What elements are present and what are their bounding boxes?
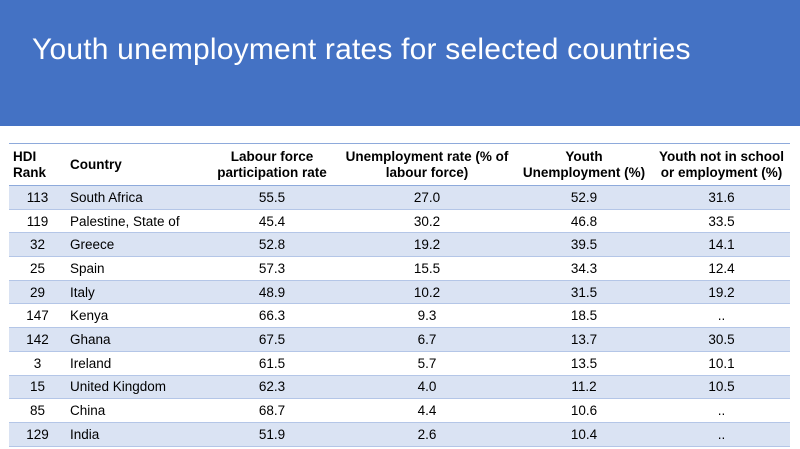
cell-hdi-rank: 15 (9, 375, 66, 400)
table-row: 32 Greece 52.8 19.2 39.5 14.1 (9, 232, 790, 258)
cell-youth-neet: 31.6 (653, 185, 790, 210)
cell-labour-force: 45.4 (205, 209, 339, 234)
table-row: 85 China 68.7 4.4 10.6.. (9, 398, 790, 423)
cell-unemployment-rate: 6.7 (339, 327, 515, 352)
cell-youth-neet: 10.1 (653, 351, 790, 376)
cell-youth-neet: 14.1 (653, 232, 790, 258)
cell-youth-unemployment: 10.6 (515, 398, 653, 423)
cell-labour-force: 48.9 (205, 280, 339, 305)
cell-hdi-rank: 147 (9, 303, 66, 329)
cell-hdi-rank: 3 (9, 351, 66, 376)
table-header-row: HDI Rank Country Labour force participat… (9, 143, 790, 186)
cell-unemployment-rate: 9.3 (339, 303, 515, 329)
cell-unemployment-rate: 30.2 (339, 209, 515, 234)
cell-labour-force: 62.3 (205, 375, 339, 400)
cell-unemployment-rate: 4.4 (339, 398, 515, 423)
header-hdi-rank: HDI Rank (9, 143, 66, 186)
cell-youth-neet: .. (653, 398, 790, 423)
cell-youth-unemployment: 52.9 (515, 185, 653, 210)
header-labour-force: Labour force participation rate (205, 143, 339, 186)
table-row: 142 Ghana 67.5 6.7 13.7 30.5 (9, 327, 790, 352)
cell-unemployment-rate: 5.7 (339, 351, 515, 376)
cell-country: Kenya (66, 303, 205, 329)
cell-country: South Africa (66, 185, 205, 210)
cell-youth-unemployment: 13.7 (515, 327, 653, 352)
cell-unemployment-rate: 19.2 (339, 232, 515, 258)
header-youth-neet: Youth not in school or employment (%) (653, 143, 790, 186)
cell-youth-unemployment: 34.3 (515, 256, 653, 281)
header-unemployment-rate: Unemployment rate (% of labour force) (339, 143, 515, 186)
cell-country: China (66, 398, 205, 423)
cell-youth-neet: 33.5 (653, 209, 790, 234)
cell-hdi-rank: 119 (9, 209, 66, 234)
cell-country: Greece (66, 232, 205, 258)
cell-unemployment-rate: 27.0 (339, 185, 515, 210)
cell-youth-neet: 30.5 (653, 327, 790, 352)
cell-country: Ireland (66, 351, 205, 376)
cell-country: United Kingdom (66, 375, 205, 400)
table-row: 29 Italy 48.9 10.2 31.5 19.2 (9, 280, 790, 305)
cell-youth-unemployment: 10.4 (515, 422, 653, 447)
header-country: Country (66, 143, 205, 186)
table-row: 113 South Africa 55.5 27.0 52.9 31.6 (9, 185, 790, 210)
cell-hdi-rank: 25 (9, 256, 66, 281)
table-row: 147 Kenya 66.3 9.3 18.5.. (9, 303, 790, 329)
header-youth-unemployment: Youth Unemployment (%) (515, 143, 653, 186)
table-row: 119 Palestine, State of 45.4 30.2 46.8 33.5 (9, 209, 790, 234)
table-row: 25 Spain 57.3 15.5 34.3 12.4 (9, 256, 790, 281)
cell-unemployment-rate: 4.0 (339, 375, 515, 400)
cell-youth-unemployment: 31.5 (515, 280, 653, 305)
cell-youth-neet: .. (653, 303, 790, 329)
table-row: 3 Ireland 61.5 5.7 13.5 10.1 (9, 351, 790, 376)
unemployment-table: HDI Rank Country Labour force participat… (9, 143, 790, 447)
cell-youth-unemployment: 39.5 (515, 232, 653, 258)
slide-title: Youth unemployment rates for selected co… (32, 33, 691, 66)
cell-hdi-rank: 29 (9, 280, 66, 305)
cell-country: Palestine, State of (66, 209, 205, 234)
table-row: 129 India 51.9 2.6 10.4.. (9, 422, 790, 447)
cell-labour-force: 57.3 (205, 256, 339, 281)
cell-country: India (66, 422, 205, 447)
table-row: 15 United Kingdom 62.3 4.0 11.2 10.5 (9, 375, 790, 400)
cell-labour-force: 52.8 (205, 232, 339, 258)
title-banner: Youth unemployment rates for selected co… (0, 0, 800, 126)
cell-hdi-rank: 129 (9, 422, 66, 447)
cell-youth-unemployment: 13.5 (515, 351, 653, 376)
cell-unemployment-rate: 15.5 (339, 256, 515, 281)
cell-unemployment-rate: 2.6 (339, 422, 515, 447)
cell-youth-unemployment: 11.2 (515, 375, 653, 400)
cell-youth-neet: 19.2 (653, 280, 790, 305)
cell-youth-unemployment: 46.8 (515, 209, 653, 234)
cell-hdi-rank: 32 (9, 232, 66, 258)
cell-youth-unemployment: 18.5 (515, 303, 653, 329)
cell-hdi-rank: 85 (9, 398, 66, 423)
cell-country: Spain (66, 256, 205, 281)
cell-labour-force: 61.5 (205, 351, 339, 376)
cell-youth-neet: .. (653, 422, 790, 447)
cell-labour-force: 67.5 (205, 327, 339, 352)
cell-unemployment-rate: 10.2 (339, 280, 515, 305)
cell-country: Ghana (66, 327, 205, 352)
cell-labour-force: 68.7 (205, 398, 339, 423)
cell-hdi-rank: 113 (9, 185, 66, 210)
cell-hdi-rank: 142 (9, 327, 66, 352)
cell-youth-neet: 12.4 (653, 256, 790, 281)
cell-labour-force: 51.9 (205, 422, 339, 447)
cell-country: Italy (66, 280, 205, 305)
cell-labour-force: 55.5 (205, 185, 339, 210)
cell-labour-force: 66.3 (205, 303, 339, 329)
cell-youth-neet: 10.5 (653, 375, 790, 400)
